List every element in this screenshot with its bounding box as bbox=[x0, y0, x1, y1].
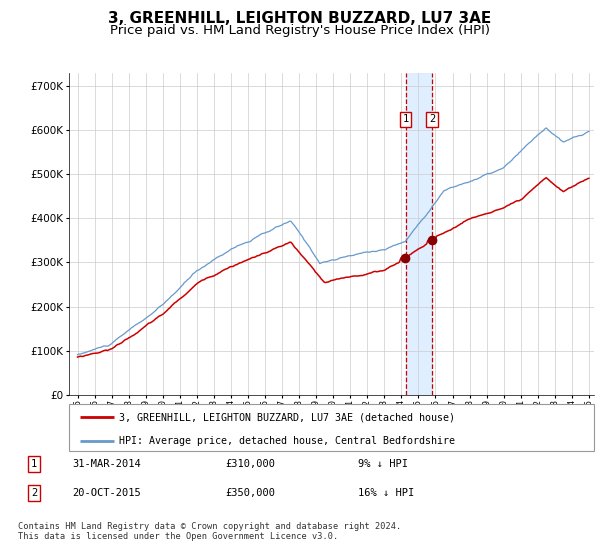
Text: Contains HM Land Registry data © Crown copyright and database right 2024.
This d: Contains HM Land Registry data © Crown c… bbox=[18, 522, 401, 542]
FancyBboxPatch shape bbox=[69, 404, 594, 451]
Text: HPI: Average price, detached house, Central Bedfordshire: HPI: Average price, detached house, Cent… bbox=[119, 436, 455, 446]
Text: 3, GREENHILL, LEIGHTON BUZZARD, LU7 3AE (detached house): 3, GREENHILL, LEIGHTON BUZZARD, LU7 3AE … bbox=[119, 412, 455, 422]
Bar bbox=[406, 73, 432, 395]
Text: 1: 1 bbox=[31, 459, 37, 469]
Text: 16% ↓ HPI: 16% ↓ HPI bbox=[358, 488, 414, 498]
Text: 20-OCT-2015: 20-OCT-2015 bbox=[73, 488, 142, 498]
Text: 1: 1 bbox=[403, 114, 409, 124]
Text: 2: 2 bbox=[429, 114, 435, 124]
Text: 9% ↓ HPI: 9% ↓ HPI bbox=[358, 459, 408, 469]
Text: 31-MAR-2014: 31-MAR-2014 bbox=[73, 459, 142, 469]
Text: £350,000: £350,000 bbox=[226, 488, 275, 498]
Text: 2: 2 bbox=[31, 488, 37, 498]
Text: 3, GREENHILL, LEIGHTON BUZZARD, LU7 3AE: 3, GREENHILL, LEIGHTON BUZZARD, LU7 3AE bbox=[109, 11, 491, 26]
Text: Price paid vs. HM Land Registry's House Price Index (HPI): Price paid vs. HM Land Registry's House … bbox=[110, 24, 490, 36]
Text: £310,000: £310,000 bbox=[226, 459, 275, 469]
